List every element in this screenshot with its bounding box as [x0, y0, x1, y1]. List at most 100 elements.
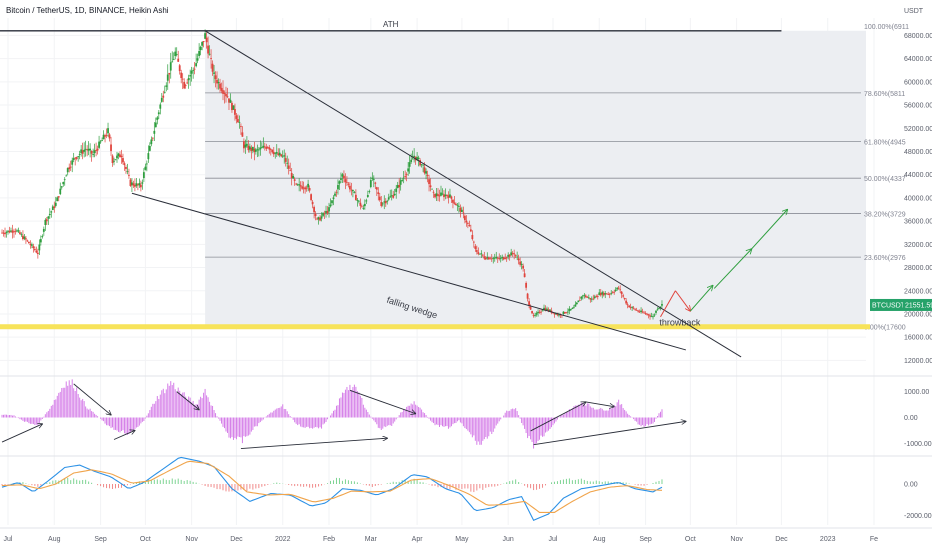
- candle-body: [363, 203, 366, 207]
- candle-body: [567, 311, 569, 313]
- candle-body: [463, 215, 466, 221]
- candle-body: [168, 72, 171, 75]
- price-tick-label: 40000.00: [904, 195, 932, 202]
- candle-body: [148, 146, 151, 151]
- candle-body: [36, 252, 39, 255]
- candle-body: [250, 147, 253, 152]
- candle-body: [410, 159, 413, 163]
- candle-body: [299, 185, 302, 187]
- time-tick-label: Dec: [230, 536, 243, 543]
- wedge-trendline: [131, 192, 687, 351]
- candle-body: [620, 291, 623, 295]
- candle-body: [532, 315, 535, 316]
- candle-body: [402, 177, 405, 179]
- candle-body: [628, 305, 631, 308]
- candle-body: [184, 85, 187, 87]
- candle-body: [659, 306, 662, 308]
- candle-body: [455, 203, 457, 206]
- candle-body: [368, 191, 371, 192]
- projection-arrow: [675, 290, 690, 311]
- candle-body: [238, 121, 241, 123]
- candle-body: [39, 239, 42, 243]
- candle-body: [617, 287, 620, 289]
- candle-body: [33, 248, 36, 250]
- candle-body: [458, 205, 460, 207]
- candle-body: [440, 192, 442, 196]
- projection-arrow: [713, 249, 751, 289]
- price-tick-label: 52000.00: [904, 126, 932, 133]
- candle-body: [53, 206, 56, 209]
- time-tick-label: Sep: [639, 536, 652, 543]
- candle-body: [14, 230, 17, 232]
- candle-body: [60, 186, 63, 188]
- candle-body: [632, 307, 635, 309]
- candle-body: [210, 58, 212, 59]
- candle-body: [350, 189, 353, 191]
- candle-body: [553, 312, 556, 315]
- candle-body: [104, 135, 106, 137]
- candle-body: [605, 293, 608, 295]
- candle-body: [595, 296, 598, 298]
- candle-body: [301, 186, 304, 189]
- candle-body: [405, 174, 408, 176]
- candle-body: [374, 182, 377, 184]
- candle-body: [107, 128, 109, 134]
- candle-body: [295, 183, 298, 185]
- price-tick-label: 64000.00: [904, 56, 932, 63]
- candle-body: [310, 194, 312, 201]
- candle-body: [496, 257, 499, 259]
- candle-body: [135, 183, 138, 186]
- chart-title: Bitcoin / TetherUS, 1D, BINANCE, Heikin …: [6, 6, 169, 15]
- candle-body: [35, 250, 38, 253]
- candle-body: [334, 193, 336, 196]
- divergence-arrow: [240, 438, 387, 449]
- time-tick-label: Jul: [549, 536, 558, 543]
- candle-body: [289, 170, 292, 172]
- candle-body: [543, 307, 545, 310]
- oscillator-tick-label: -1000.00: [904, 441, 932, 448]
- candle-body: [235, 115, 238, 119]
- candle-body: [56, 197, 59, 202]
- candle-body: [411, 158, 414, 160]
- candle-body: [265, 146, 268, 149]
- price-tick-label: 36000.00: [904, 219, 932, 226]
- candle-body: [226, 96, 229, 98]
- candle-body: [187, 78, 190, 81]
- candle-body: [272, 151, 275, 155]
- background-layer: 100.00%(6911 78.60%(5811 61.80%(4945 50.00%…: [0, 18, 909, 525]
- candle-body: [375, 187, 378, 190]
- candle-body: [222, 90, 224, 94]
- candle-body: [552, 312, 554, 314]
- time-tick-label: Apr: [412, 536, 424, 543]
- candle-body: [302, 187, 305, 189]
- candle-body: [248, 146, 251, 150]
- candle-body: [204, 33, 206, 39]
- candle-body: [372, 178, 375, 180]
- candle-body: [644, 313, 647, 314]
- candle-body: [541, 310, 544, 312]
- candle-body: [178, 65, 181, 72]
- candle-body: [353, 192, 356, 194]
- candle-body: [616, 287, 619, 290]
- candle-body: [513, 253, 516, 255]
- candle-body: [577, 300, 580, 303]
- candle-body: [214, 75, 217, 80]
- candle-body: [571, 307, 574, 309]
- candle-body: [505, 257, 508, 259]
- price-tick-label: 16000.00: [904, 335, 932, 342]
- candle-body: [63, 179, 66, 181]
- fibonacci-zone: [205, 30, 866, 327]
- candle-body: [8, 230, 11, 233]
- candle-body: [2, 232, 5, 234]
- candle-body: [531, 311, 533, 314]
- candle-body: [92, 153, 95, 155]
- price-tick-label: 32000.00: [904, 242, 932, 249]
- candle-body: [354, 194, 357, 201]
- candle-body: [244, 144, 247, 148]
- candle-body: [423, 167, 426, 174]
- candle-body: [425, 171, 427, 174]
- candle-body: [629, 307, 632, 308]
- candle-body: [429, 185, 432, 188]
- candle-body: [357, 200, 360, 202]
